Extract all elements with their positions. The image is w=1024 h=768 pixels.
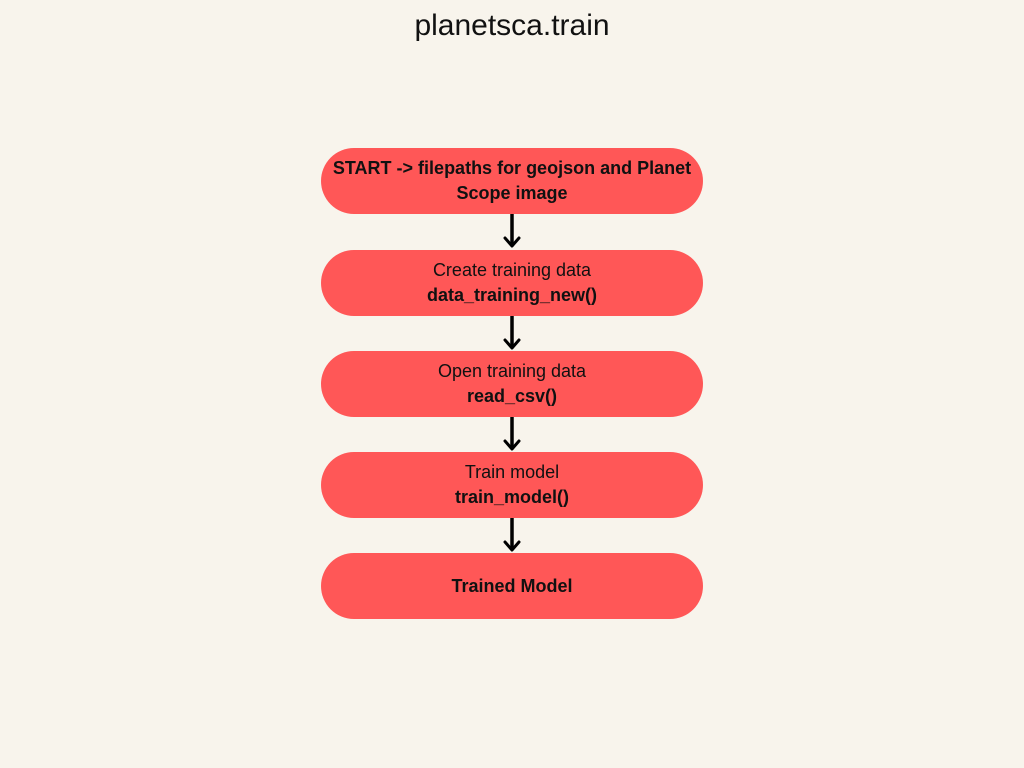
node-trained-model: Trained Model	[321, 553, 703, 619]
arrow-2	[503, 316, 521, 350]
arrow-4	[503, 518, 521, 552]
node-start: START -> filepaths for geojson and Plane…	[321, 148, 703, 214]
node-create-training-data: Create training data data_training_new()	[321, 250, 703, 316]
node-start-label: START -> filepaths for geojson and Plane…	[332, 158, 692, 203]
node-open-training-data: Open training data read_csv()	[321, 351, 703, 417]
diagram-title: planetsca.train	[414, 9, 610, 42]
node-trained-model-label: Trained Model	[451, 575, 573, 596]
node-open-training-data-function: read_csv()	[466, 386, 558, 406]
node-train-model-label: Train model	[464, 462, 560, 482]
node-create-training-data-label: Create training data	[432, 260, 592, 280]
node-create-training-data-function: data_training_new()	[426, 285, 598, 305]
node-open-training-data-label: Open training data	[437, 361, 587, 381]
arrow-3	[503, 417, 521, 451]
node-train-model-function: train_model()	[454, 487, 569, 507]
node-train-model: Train model train_model()	[321, 452, 703, 518]
arrow-1	[503, 214, 521, 248]
